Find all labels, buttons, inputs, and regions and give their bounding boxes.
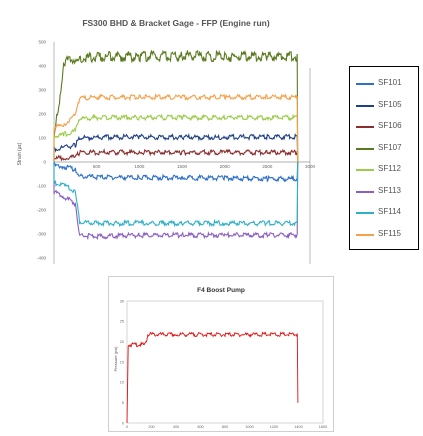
x-tick-label: 1000 bbox=[134, 164, 145, 169]
y-tick-label: 200 bbox=[38, 112, 46, 117]
chart-title: FS300 BHD & Bracket Gage - FFP (Engine r… bbox=[82, 18, 270, 28]
y-tick-label: 0 bbox=[43, 160, 46, 165]
legend-item-sf105: SF105 bbox=[356, 99, 418, 113]
x-tick-label: 500 bbox=[93, 164, 101, 169]
legend-item-sf106: SF106 bbox=[356, 120, 418, 134]
y-tick-label: -200 bbox=[37, 208, 47, 213]
y-tick-label: 400 bbox=[38, 64, 46, 69]
legend-swatch bbox=[356, 169, 374, 171]
series-line-pressure bbox=[126, 331, 299, 424]
legend-label: SF112 bbox=[378, 164, 401, 173]
legend: SF101 SF105 SF106 SF107 SF112 SF113 SF114 SF115 bbox=[349, 66, 419, 250]
legend-item-sf113: SF113 bbox=[356, 185, 418, 199]
x-tick-label: 1400 bbox=[294, 425, 302, 429]
legend-label: SF101 bbox=[378, 78, 402, 87]
y-tick-labels: 30 25 20 15 10 5 0 bbox=[120, 299, 124, 425]
x-tick-label: 800 bbox=[222, 425, 228, 429]
boost-pump-chart: F4 Boost Pump Pressure (psi) 30 25 20 15 10 5… bbox=[108, 276, 334, 432]
legend-item-sf107: SF107 bbox=[356, 142, 418, 156]
y-tick-label: 300 bbox=[38, 88, 46, 93]
y-tick-label: 0 bbox=[122, 421, 124, 425]
series-line-sf114 bbox=[53, 161, 299, 228]
series-lines bbox=[53, 49, 299, 241]
x-tick-label: 3000 bbox=[305, 164, 316, 169]
legend-swatch bbox=[356, 83, 374, 85]
plot-area bbox=[126, 300, 324, 424]
legend-swatch bbox=[356, 233, 374, 236]
series-line-sf101 bbox=[53, 161, 299, 183]
legend-label: SF115 bbox=[378, 228, 401, 238]
x-tick-label: 400 bbox=[173, 425, 179, 429]
y-tick-label: 10 bbox=[120, 381, 124, 385]
y-tick-label: 500 bbox=[38, 40, 46, 45]
legend-swatch bbox=[356, 190, 374, 193]
legend-label: SF114 bbox=[378, 207, 401, 216]
legend-label: SF113 bbox=[378, 185, 401, 195]
series-line-sf112 bbox=[53, 113, 299, 163]
y-tick-label: 20 bbox=[120, 340, 124, 344]
y-tick-label: -300 bbox=[37, 232, 47, 237]
x-tick-label: 1500 bbox=[177, 164, 188, 169]
strain-chart-svg: FS300 BHD & Bracket Gage - FFP (Engine r… bbox=[17, 18, 316, 264]
y-tick-label: 30 bbox=[120, 299, 124, 303]
x-tick-label: 1600 bbox=[319, 425, 327, 429]
legend-swatch bbox=[356, 147, 374, 150]
x-tick-label: 1000 bbox=[245, 425, 253, 429]
y-axis-label: Pressure (psi) bbox=[113, 346, 118, 372]
legend-item-sf101: SF101 bbox=[356, 77, 418, 91]
series-line-sf105 bbox=[53, 132, 299, 163]
y-tick-label: 100 bbox=[38, 136, 46, 141]
boost-pump-chart-svg: F4 Boost Pump Pressure (psi) 30 25 20 15 10 5… bbox=[113, 287, 327, 429]
chart-title: F4 Boost Pump bbox=[197, 287, 245, 294]
series-line-sf115 bbox=[53, 93, 299, 163]
legend-label: SF106 bbox=[378, 121, 402, 130]
series-lines bbox=[126, 331, 299, 424]
strain-chart: FS300 BHD & Bracket Gage - FFP (Engine r… bbox=[8, 6, 326, 264]
x-tick-label: 1200 bbox=[270, 425, 278, 429]
legend-label: SF105 bbox=[378, 99, 402, 109]
legend-item-sf112: SF112 bbox=[356, 163, 418, 177]
legend-swatch bbox=[356, 104, 374, 107]
legend-label: SF107 bbox=[378, 142, 402, 152]
legend-swatch bbox=[356, 212, 374, 214]
legend-item-sf115: SF115 bbox=[356, 228, 418, 242]
x-tick-label: 200 bbox=[148, 425, 154, 429]
x-tick-labels: 0 200 400 600 800 1000 1200 1400 1600 bbox=[126, 425, 327, 429]
legend-item-sf114: SF114 bbox=[356, 206, 418, 220]
x-tick-label: 600 bbox=[197, 425, 203, 429]
x-tick-label: 2000 bbox=[220, 164, 231, 169]
y-tick-label: 5 bbox=[122, 401, 124, 405]
legend-swatch bbox=[356, 126, 374, 128]
y-tick-label: -400 bbox=[37, 256, 47, 261]
y-tick-labels: 500 400 300 200 100 0 -100 -200 -300 -400 bbox=[37, 40, 47, 261]
x-tick-label: 2500 bbox=[262, 164, 273, 169]
x-tick-label: 0 bbox=[126, 425, 128, 429]
x-tick-labels: 500 1000 1500 2000 2500 3000 bbox=[93, 164, 316, 169]
series-line-sf106 bbox=[53, 147, 299, 163]
y-tick-label: 25 bbox=[120, 320, 124, 324]
series-line-sf107 bbox=[53, 49, 299, 163]
series-line-sf113 bbox=[53, 161, 299, 241]
y-axis-label: Strain (µε) bbox=[17, 142, 23, 165]
y-tick-label: -100 bbox=[37, 184, 47, 189]
y-tick-label: 15 bbox=[120, 360, 124, 364]
